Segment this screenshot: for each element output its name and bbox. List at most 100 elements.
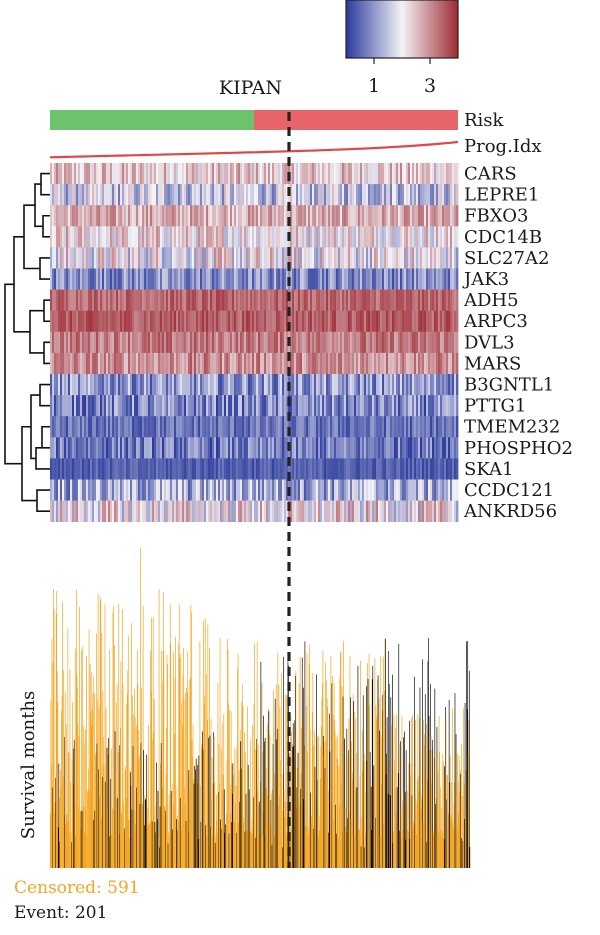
censored-bar bbox=[225, 827, 227, 868]
event-bar bbox=[294, 720, 296, 868]
censored-bar bbox=[152, 739, 154, 868]
censored-bar bbox=[104, 604, 106, 868]
event-bar bbox=[435, 804, 436, 868]
event-bar bbox=[385, 774, 387, 868]
censored-bar bbox=[412, 715, 413, 868]
prog-idx-curve bbox=[49, 140, 459, 159]
censored-bar bbox=[253, 704, 255, 868]
censored-bar bbox=[346, 755, 348, 868]
censored-bar bbox=[293, 763, 295, 868]
censored-bar bbox=[459, 770, 461, 868]
event-bar bbox=[71, 842, 72, 868]
event-bar bbox=[387, 794, 389, 868]
censored-bar bbox=[242, 705, 244, 868]
censored-bar bbox=[413, 823, 415, 868]
event-bar bbox=[436, 726, 438, 868]
censored-bar bbox=[78, 806, 79, 868]
censored-bar bbox=[380, 737, 382, 868]
censored-bar bbox=[412, 829, 414, 868]
event-bar bbox=[292, 746, 294, 868]
censored-bar bbox=[57, 702, 59, 868]
event-bar bbox=[210, 827, 211, 868]
censored-bar bbox=[413, 821, 414, 868]
event-bar bbox=[144, 799, 146, 868]
censored-bar bbox=[141, 803, 143, 868]
event-bar bbox=[316, 780, 318, 868]
censored-bar bbox=[252, 725, 253, 868]
censored-bar bbox=[232, 774, 234, 868]
censored-bar bbox=[317, 737, 318, 868]
event-bar bbox=[176, 819, 177, 868]
event-bar bbox=[109, 779, 111, 868]
censored-bar bbox=[150, 691, 152, 868]
censored-bar bbox=[450, 782, 452, 868]
risk-group-low bbox=[50, 110, 254, 130]
censored-bar bbox=[85, 807, 87, 868]
censored-bar bbox=[361, 816, 362, 868]
event-bar bbox=[373, 765, 375, 868]
censored-bar bbox=[89, 664, 91, 868]
censored-bar bbox=[415, 834, 417, 868]
censored-bar bbox=[421, 799, 423, 868]
censored-bar bbox=[307, 751, 308, 868]
censored-bar bbox=[91, 725, 93, 868]
event-bar bbox=[371, 679, 373, 868]
censored-bar bbox=[300, 773, 302, 868]
censored-bar bbox=[275, 832, 277, 868]
censored-bar bbox=[126, 703, 128, 868]
censored-bar bbox=[285, 694, 287, 868]
event-bar bbox=[80, 810, 82, 868]
censored-bar bbox=[208, 826, 210, 868]
censored-bar bbox=[120, 727, 121, 868]
censored-bar bbox=[186, 692, 188, 868]
event-bar bbox=[232, 793, 234, 868]
censored-bar bbox=[384, 638, 386, 868]
censored-bar bbox=[335, 738, 337, 868]
event-bar bbox=[130, 772, 131, 868]
heatmap-row-tmem232 bbox=[50, 416, 459, 438]
censored-bar bbox=[437, 750, 438, 868]
censored-bar bbox=[83, 832, 85, 868]
censored-bar bbox=[244, 732, 245, 868]
censored-bar bbox=[459, 792, 461, 868]
censored-bar bbox=[113, 810, 115, 868]
censored-bar bbox=[179, 658, 181, 868]
censored-bar bbox=[182, 676, 184, 868]
censored-bar bbox=[169, 603, 171, 868]
censored-bar bbox=[331, 802, 332, 868]
event-bar bbox=[424, 694, 426, 868]
event-bar bbox=[185, 820, 187, 868]
censored-bar bbox=[69, 669, 71, 868]
censored-bar bbox=[188, 792, 190, 868]
censored-bar bbox=[341, 782, 342, 868]
censored-bar bbox=[400, 810, 402, 868]
censored-bar bbox=[187, 651, 189, 868]
censored-bar bbox=[384, 690, 385, 868]
censored-bar bbox=[135, 824, 137, 868]
censored-bar bbox=[323, 755, 325, 868]
censored-bar bbox=[309, 730, 311, 868]
censored-bar bbox=[342, 832, 343, 868]
censored-bar bbox=[307, 827, 309, 868]
censored-bar bbox=[397, 823, 399, 868]
censored-bar bbox=[425, 723, 427, 868]
event-bar bbox=[366, 760, 368, 868]
censored-bar bbox=[277, 652, 279, 868]
censored-bar bbox=[134, 688, 136, 868]
event-bar bbox=[300, 788, 301, 868]
censored-bar bbox=[206, 837, 208, 868]
censored-bar bbox=[367, 663, 368, 868]
censored-bar bbox=[112, 808, 113, 868]
censored-bar bbox=[320, 726, 322, 868]
censored-bar bbox=[312, 673, 314, 868]
censored-bar bbox=[286, 695, 288, 868]
heatmap-row-mars bbox=[50, 352, 459, 375]
event-bar bbox=[342, 696, 344, 868]
censored-bar bbox=[310, 823, 312, 868]
censored-bar bbox=[147, 825, 148, 868]
event-bar bbox=[255, 837, 256, 868]
censored-bar bbox=[365, 792, 367, 868]
censored-bar bbox=[345, 826, 347, 868]
censored-bar bbox=[418, 775, 419, 868]
censored-bar bbox=[266, 724, 268, 868]
